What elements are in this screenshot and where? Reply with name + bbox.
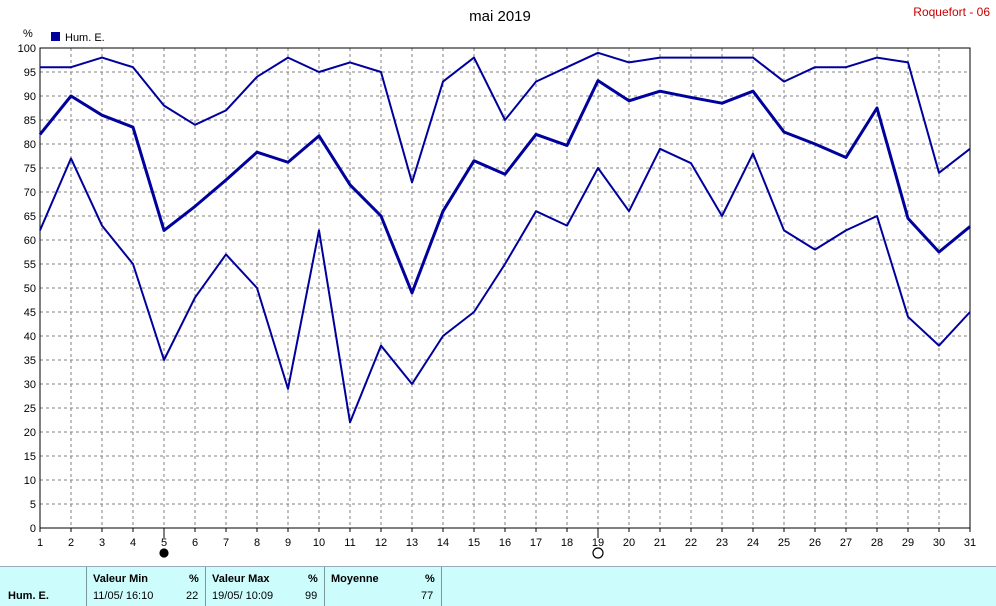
x-tick-label: 13 bbox=[406, 537, 418, 549]
x-tick-label: 26 bbox=[809, 537, 821, 549]
legend-label: Hum. E. bbox=[65, 32, 105, 44]
x-tick-label: 7 bbox=[223, 537, 229, 549]
stats-max-when: 19/05/ 10:09 bbox=[212, 590, 274, 602]
stats-max-cell: Valeur Max % 19/05/ 10:09 99 bbox=[206, 567, 325, 606]
x-tick-label: 21 bbox=[654, 537, 666, 549]
x-tick-label: 9 bbox=[285, 537, 291, 549]
stats-max-header: Valeur Max bbox=[212, 573, 270, 585]
series-line-max bbox=[40, 51, 971, 184]
x-tick-label: 6 bbox=[192, 537, 198, 549]
x-tick-label: 18 bbox=[561, 537, 573, 549]
stats-mean-value: 77 bbox=[421, 590, 434, 602]
x-tick-label: 22 bbox=[685, 537, 697, 549]
x-tick-label: 20 bbox=[623, 537, 635, 549]
x-tick-label: 17 bbox=[530, 537, 542, 549]
x-tick-label: 24 bbox=[747, 537, 759, 549]
y-tick-label: 15 bbox=[24, 451, 36, 463]
stats-max-value: 99 bbox=[305, 590, 318, 602]
x-tick-label: 23 bbox=[716, 537, 728, 549]
x-tick-label: 1 bbox=[37, 537, 43, 549]
series-line-mean bbox=[38, 79, 971, 295]
chart: mai 2019 Roquefort - 06 % Hum. E. 051015… bbox=[18, 5, 990, 559]
y-tick-label: 40 bbox=[24, 331, 36, 343]
plot-frame bbox=[39, 47, 971, 529]
y-tick-label: 35 bbox=[24, 355, 36, 367]
x-tick-label: 31 bbox=[964, 537, 976, 549]
y-tick-label: 90 bbox=[24, 91, 36, 103]
x-tick-label: 12 bbox=[375, 537, 387, 549]
y-tick-label: 50 bbox=[24, 283, 36, 295]
x-tick-label: 5 bbox=[161, 537, 167, 549]
y-tick-label: 80 bbox=[24, 139, 36, 151]
y-tick-label: 5 bbox=[30, 499, 36, 511]
stats-mean-header: Moyenne bbox=[331, 573, 379, 585]
stats-min-header: Valeur Min bbox=[93, 573, 149, 585]
open-circle-marker bbox=[592, 547, 604, 559]
stats-mean-unit: % bbox=[425, 573, 435, 585]
y-tick-label: 10 bbox=[24, 475, 36, 487]
y-tick-label: 70 bbox=[24, 187, 36, 199]
x-tick-label: 2 bbox=[68, 537, 74, 549]
y-tick-label: 45 bbox=[24, 307, 36, 319]
axes: 0510152025303540455055606570758085909510… bbox=[18, 43, 976, 549]
x-tick-label: 19 bbox=[592, 537, 604, 549]
chart-title: mai 2019 bbox=[469, 8, 531, 25]
grid bbox=[40, 48, 970, 528]
y-tick-label: 20 bbox=[24, 427, 36, 439]
y-tick-label: 100 bbox=[18, 43, 36, 55]
stats-min-value: 22 bbox=[186, 590, 199, 602]
x-tick-label: 8 bbox=[254, 537, 260, 549]
stats-mean-cell: Moyenne % 77 bbox=[325, 567, 442, 606]
day-markers bbox=[159, 528, 604, 559]
series-line-min bbox=[39, 147, 971, 424]
stats-panel: Hum. E. Valeur Min % 11/05/ 16:10 22 Val… bbox=[0, 566, 996, 606]
y-tick-label: 25 bbox=[24, 403, 36, 415]
stats-min-unit: % bbox=[189, 573, 199, 585]
x-tick-label: 30 bbox=[933, 537, 945, 549]
filled-circle-marker bbox=[159, 548, 169, 558]
stats-series-cell: Hum. E. bbox=[0, 567, 87, 606]
y-tick-label: 95 bbox=[24, 67, 36, 79]
y-tick-label: 55 bbox=[24, 259, 36, 271]
legend-swatch bbox=[51, 32, 60, 41]
y-tick-label: 60 bbox=[24, 235, 36, 247]
x-tick-label: 11 bbox=[344, 537, 355, 549]
y-tick-label: 85 bbox=[24, 115, 36, 127]
series-lines bbox=[38, 51, 971, 424]
x-tick-label: 3 bbox=[99, 537, 105, 549]
stats-min-cell: Valeur Min % 11/05/ 16:10 22 bbox=[87, 567, 206, 606]
x-tick-label: 29 bbox=[902, 537, 914, 549]
x-tick-label: 25 bbox=[778, 537, 790, 549]
y-axis-unit: % bbox=[23, 28, 33, 40]
x-tick-label: 27 bbox=[840, 537, 852, 549]
stats-max-unit: % bbox=[308, 573, 318, 585]
y-tick-label: 0 bbox=[30, 523, 36, 535]
stats-min-when: 11/05/ 16:10 bbox=[93, 590, 154, 602]
x-tick-label: 16 bbox=[499, 537, 511, 549]
y-tick-label: 75 bbox=[24, 163, 36, 175]
x-tick-label: 14 bbox=[437, 537, 449, 549]
x-tick-label: 15 bbox=[468, 537, 480, 549]
station-name: Roquefort - 06 bbox=[913, 5, 990, 19]
stats-series-label: Hum. E. bbox=[8, 590, 49, 602]
y-tick-label: 65 bbox=[24, 211, 36, 223]
x-tick-label: 4 bbox=[130, 537, 136, 549]
x-tick-label: 28 bbox=[871, 537, 883, 549]
x-tick-label: 10 bbox=[313, 537, 325, 549]
y-tick-label: 30 bbox=[24, 379, 36, 391]
